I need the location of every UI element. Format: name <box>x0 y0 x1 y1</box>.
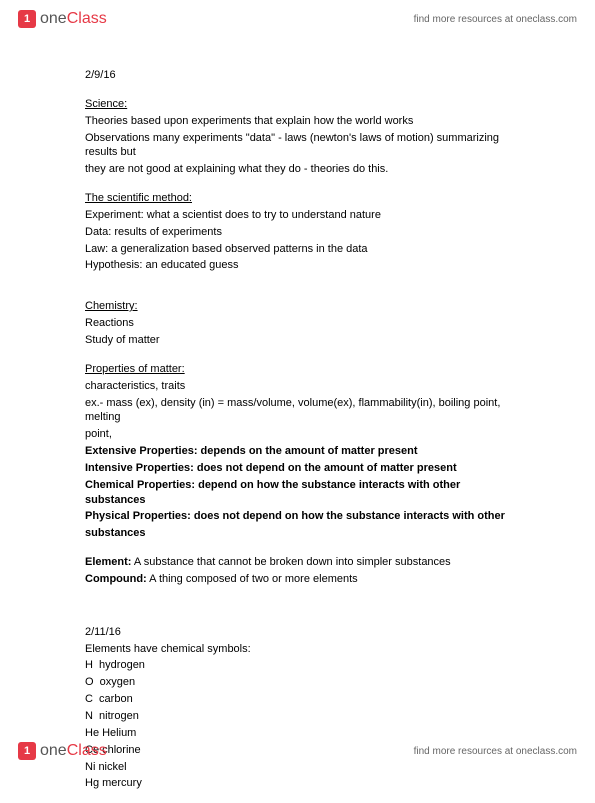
properties-line-2: ex.- mass (ex), density (in) = mass/volu… <box>85 396 510 426</box>
element-definition: Element: A substance that cannot be brok… <box>85 555 510 570</box>
element-row-c: C carbon <box>85 692 510 707</box>
page-footer: 1 oneClass find more resources at onecla… <box>0 732 595 770</box>
section-science-heading: Science: <box>85 98 127 110</box>
intensive-properties: Intensive Properties: does not depend on… <box>85 461 510 476</box>
header-link[interactable]: find more resources at oneclass.com <box>414 14 577 25</box>
method-line-2: Data: results of experiments <box>85 225 510 240</box>
element-row-h: H hydrogen <box>85 658 510 673</box>
chemistry-line-2: Study of matter <box>85 333 510 348</box>
brand-badge-icon: 1 <box>18 742 36 760</box>
elements-symbols-heading: Elements have chemical symbols: <box>85 642 510 657</box>
properties-line-1: characteristics, traits <box>85 379 510 394</box>
footer-link[interactable]: find more resources at oneclass.com <box>414 746 577 757</box>
document-body: 2/9/16 Science: Theories based upon expe… <box>0 38 595 803</box>
element-label: Element: <box>85 556 131 568</box>
method-line-3: Law: a generalization based observed pat… <box>85 242 510 257</box>
section-chemistry-heading: Chemistry: <box>85 300 138 312</box>
chemistry-line-1: Reactions <box>85 316 510 331</box>
science-line-1: Theories based upon experiments that exp… <box>85 114 510 129</box>
compound-definition: Compound: A thing composed of two or mor… <box>85 572 510 587</box>
brand-class: Class <box>67 742 107 760</box>
brand-logo-footer: 1 oneClass <box>18 742 107 760</box>
chemical-properties: Chemical Properties: depend on how the s… <box>85 478 510 508</box>
brand-badge-icon: 1 <box>18 10 36 28</box>
element-text: A substance that cannot be broken down i… <box>131 556 450 568</box>
page-header: 1 oneClass find more resources at onecla… <box>0 0 595 38</box>
brand-one: one <box>40 742 67 760</box>
properties-line-3: point, <box>85 427 510 442</box>
physical-properties-1: Physical Properties: does not depend on … <box>85 509 510 524</box>
element-row-hg: Hg mercury <box>85 776 510 791</box>
compound-text: A thing composed of two or more elements <box>147 573 358 585</box>
science-line-2: Observations many experiments "data" - l… <box>85 131 510 161</box>
section-properties-heading: Properties of matter: <box>85 363 185 375</box>
brand-one: one <box>40 10 67 28</box>
element-row-n: N nitrogen <box>85 709 510 724</box>
element-row-o: O oxygen <box>85 675 510 690</box>
compound-label: Compound: <box>85 573 147 585</box>
physical-properties-2: substances <box>85 526 510 541</box>
brand-logo: 1 oneClass <box>18 10 107 28</box>
extensive-properties: Extensive Properties: depends on the amo… <box>85 444 510 459</box>
method-line-1: Experiment: what a scientist does to try… <box>85 208 510 223</box>
brand-class: Class <box>67 10 107 28</box>
method-line-4: Hypothesis: an educated guess <box>85 258 510 273</box>
science-line-3: they are not good at explaining what the… <box>85 162 510 177</box>
date-1: 2/9/16 <box>85 68 510 83</box>
date-2: 2/11/16 <box>85 625 510 640</box>
section-method-heading: The scientific method: <box>85 192 192 204</box>
